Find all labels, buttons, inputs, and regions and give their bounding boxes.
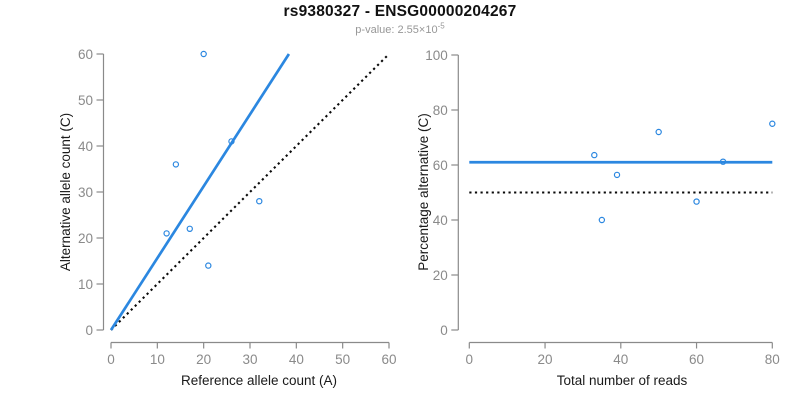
left-y-axis-title: Alternative allele count (C) [58, 113, 73, 271]
p-value-prefix: p-value: [355, 24, 398, 36]
data-point [613, 171, 621, 179]
p-value-base: 2.55×10 [397, 24, 438, 36]
x-tick-label: 60 [689, 352, 704, 367]
data-point [256, 197, 263, 205]
y-tick-label: 100 [425, 48, 448, 63]
y-tick-label: 80 [433, 103, 448, 118]
data-point [693, 198, 700, 205]
y-tick-label: 40 [78, 139, 93, 154]
x-tick-label: 50 [335, 352, 350, 367]
x-tick-label: 0 [466, 352, 474, 367]
data-point [163, 230, 170, 237]
y-tick-label: 10 [78, 277, 93, 292]
x-tick-label: 20 [538, 352, 553, 367]
right-x-axis-title: Total number of reads [557, 373, 688, 388]
right-panel: 0 20 40 60 80 100 0 20 40 60 80 [425, 48, 780, 367]
data-point [591, 151, 598, 159]
plot-subtitle: p-value: 2.55×10-5 [0, 21, 800, 36]
y-tick-label: 0 [85, 323, 93, 338]
x-tick-label: 20 [196, 352, 211, 367]
data-point [205, 262, 212, 269]
right-y-axis-title: Percentage alternative (C) [416, 113, 431, 271]
data-point [172, 161, 180, 168]
x-tick-label: 30 [242, 352, 257, 367]
data-point [598, 216, 606, 224]
plot-title: rs9380327 - ENSG00000204267 [283, 3, 517, 20]
x-tick-label: 0 [107, 352, 115, 367]
y-tick-label: 0 [440, 323, 448, 338]
x-tick-label: 80 [765, 352, 780, 367]
data-point [769, 120, 776, 127]
data-point [719, 158, 727, 165]
left-x-axis-title: Reference allele count (A) [181, 373, 337, 388]
data-point [200, 50, 207, 58]
y-tick-label: 40 [433, 213, 448, 228]
y-tick-label: 30 [78, 185, 93, 200]
y-tick-label: 60 [78, 47, 93, 62]
data-point [228, 138, 235, 145]
y-tick-label: 20 [433, 268, 448, 283]
p-value-exponent: -5 [437, 21, 445, 31]
data-point [655, 128, 662, 136]
y-tick-label: 50 [78, 93, 93, 108]
x-tick-label: 10 [150, 352, 165, 367]
x-tick-label: 60 [381, 352, 396, 367]
x-tick-label: 40 [613, 352, 628, 367]
y-tick-label: 20 [78, 231, 93, 246]
data-point [186, 225, 193, 232]
identity-line [110, 53, 390, 331]
y-tick-label: 60 [433, 158, 448, 173]
fit-line [109, 53, 291, 331]
x-tick-label: 40 [289, 352, 304, 367]
left-panel: 0 10 20 30 40 50 60 0 10 20 30 40 50 60 [78, 47, 397, 367]
